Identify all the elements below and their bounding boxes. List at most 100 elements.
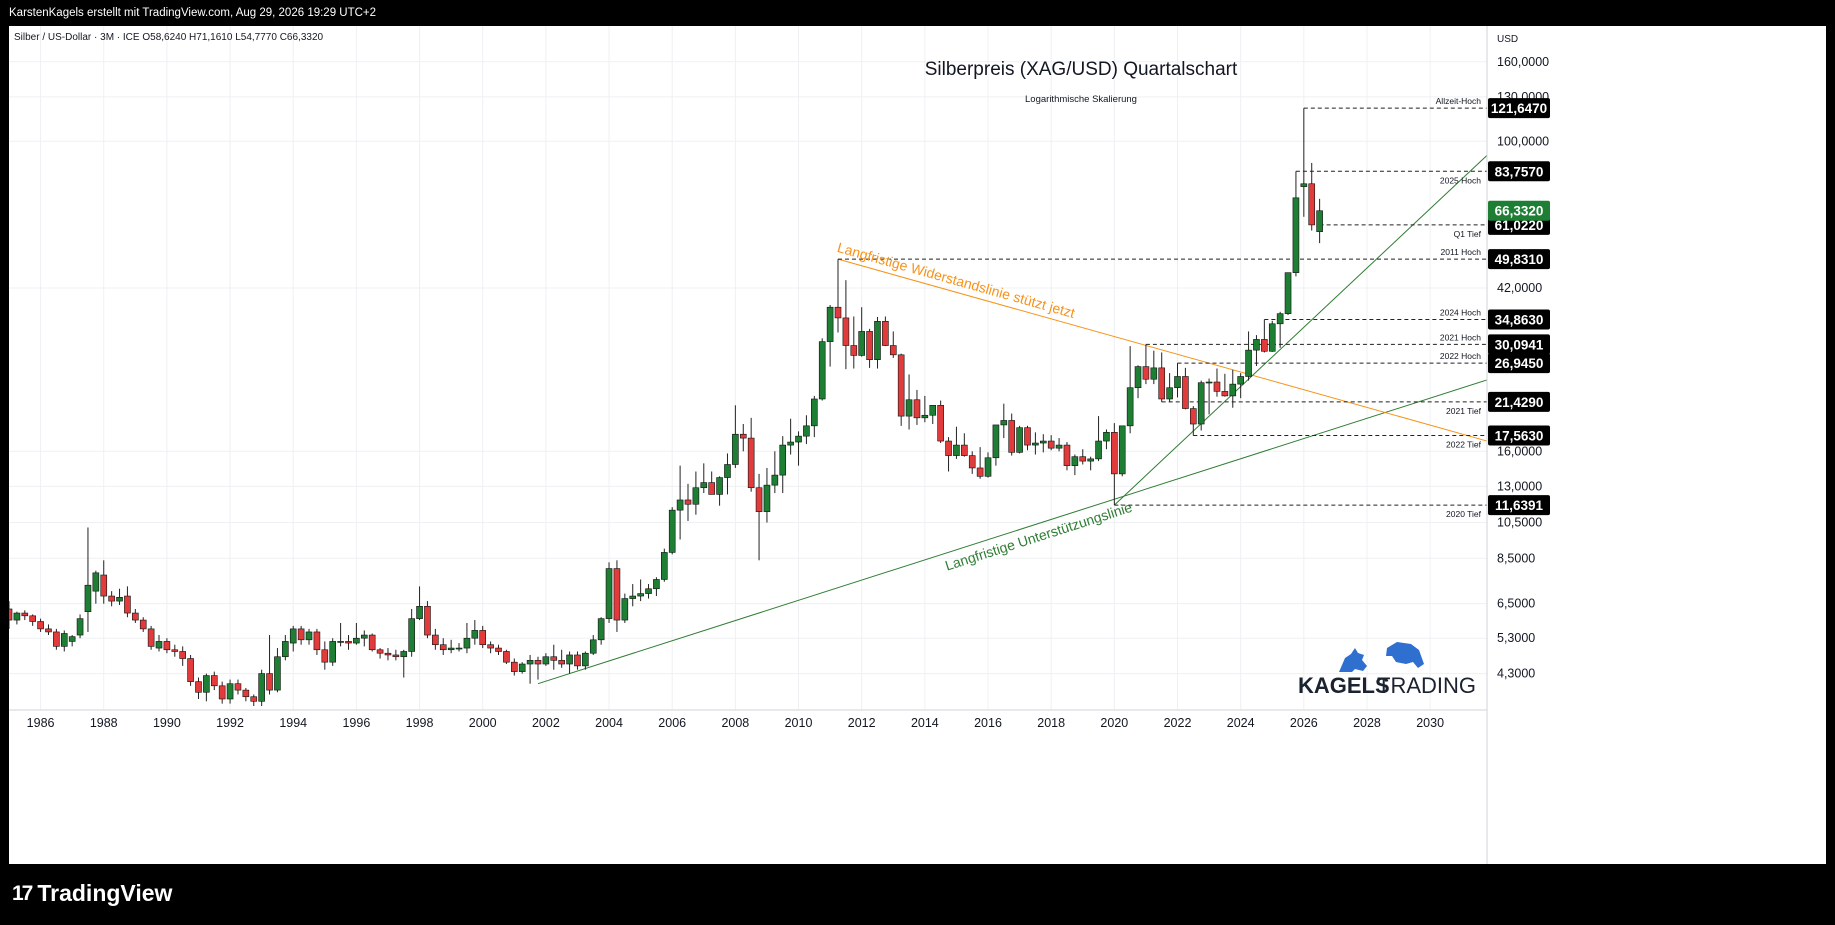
x-tick-label: 2008 [721,716,749,730]
candle-down [234,683,242,691]
watermark-bar: KarstenKagels erstellt mit TradingView.c… [0,0,1835,26]
kagels-bold: KAGELS [1298,673,1390,698]
candle-down [937,405,944,442]
candle-up [13,612,21,621]
candle-down [53,631,60,647]
candle-up [274,656,281,691]
candle-down [574,654,581,667]
candle-up [795,435,802,443]
candle-down [108,595,115,602]
x-tick-label: 2010 [785,716,813,730]
candle-down [242,689,250,698]
chart-title: Silberpreis (XAG/USD) Quartalschart [925,59,1238,80]
x-tick-label: 2014 [911,716,939,730]
candle-down [889,345,897,356]
candle-up [818,341,826,400]
candle-down [432,634,439,646]
candle-up [1205,381,1213,384]
support-line-label: Langfristige Unterstützungslinie [943,499,1134,574]
price-label-bg [1488,309,1550,330]
candle-down [195,681,202,693]
candle-down [218,685,226,700]
x-tick-label: 2000 [469,716,497,730]
candle-down [1189,408,1197,425]
tradingview-icon: 17 [12,881,33,905]
candle-up [526,660,534,665]
candle-up [1229,383,1237,397]
candle-down [171,649,179,652]
candle-down [250,696,258,702]
candle-up [518,663,526,672]
price-label: 11,6391 [1495,498,1544,513]
price-label-bg [1488,249,1550,270]
candle-down [487,644,494,649]
last-price-label: 66,3320 [1495,204,1544,219]
candle-down [834,306,842,319]
price-label-bg [1488,425,1550,446]
candle-up [258,673,265,702]
x-tick-label: 1988 [90,716,118,730]
level-note: 2011 Hoch [1441,247,1482,257]
price-label: 30,0941 [1495,337,1544,352]
chart-frame[interactable]: Langfristige Unterstützungslinie Langfris… [5,26,1826,864]
candle-down [179,651,186,659]
candle-up [724,464,731,478]
candle-up [76,618,84,636]
candle-down [1047,440,1055,449]
candle-up [953,444,960,456]
price-label: 121,6470 [1491,101,1547,116]
candle-up [1095,440,1102,460]
candle-up [1055,444,1063,449]
candle-down [739,433,747,439]
candle-up [1253,339,1260,351]
candle-up [1039,440,1047,444]
candle-down [945,440,952,456]
x-tick-label: 2020 [1100,716,1128,730]
candle-down [1158,367,1166,400]
candle-down [961,444,968,456]
candle-down [913,399,921,419]
candle-down [266,673,273,691]
candle-up [921,414,929,419]
candle-down [163,641,171,651]
candle-up [661,552,668,580]
candle-down [842,317,850,346]
x-tick-label: 2002 [532,716,560,730]
time-axis[interactable]: 1986 1988 1990 1992 1994 1996 1998 2000 2002 2004… [27,716,1444,730]
candle-up [289,628,297,644]
x-tick-label: 2030 [1416,716,1444,730]
level-note: 2022 Tief [1446,440,1482,450]
candle-up [1071,456,1079,466]
candle-up [984,457,992,477]
candle-down [297,628,305,641]
x-tick-label: 2016 [974,716,1002,730]
candle-up [329,641,337,663]
candle-down [708,482,715,495]
candle-down [510,661,518,672]
y-tick-label: 160,0000 [1497,55,1549,69]
y-tick-label: 13,0000 [1497,479,1542,493]
candle-up [155,641,163,649]
annotations: Langfristige Unterstützungslinie Langfris… [836,96,1482,573]
candle-down [1024,427,1031,446]
candle-down [368,634,376,651]
bear-icon [1386,642,1424,668]
trendline [537,379,1488,685]
chart-svg[interactable]: Langfristige Unterstützungslinie Langfris… [5,26,1826,864]
price-label-bg [1488,391,1550,412]
candle-down [1261,339,1268,352]
candle-down [147,628,155,647]
candle-down [376,649,384,654]
candle-up [353,637,360,644]
candle-up [1316,210,1323,232]
tradingview-logo[interactable]: 17 TradingView [12,880,172,907]
y-tick-label: 6,5000 [1497,597,1535,611]
candle-up [1284,272,1292,314]
level-note: 2024 Hoch [1440,308,1481,318]
candle-up [1292,197,1300,273]
price-axis[interactable]: 160,0000130,0000100,000042,000016,000013… [1488,55,1550,681]
x-tick-label: 2024 [1227,716,1255,730]
last-price-label-bg [1488,200,1550,221]
symbol-line: Silber / US-Dollar · 3M · ICE O58,6240 H… [14,32,324,43]
candle-down [613,568,621,621]
